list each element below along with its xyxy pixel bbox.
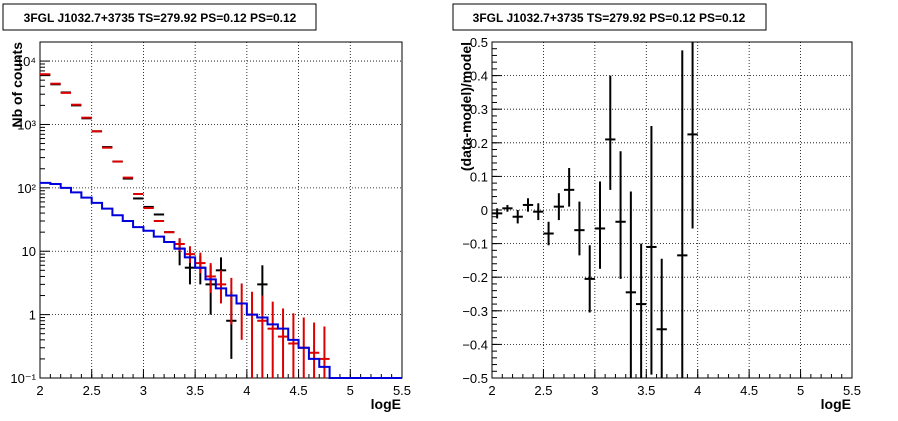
data-point: [605, 75, 616, 190]
data-point: [615, 151, 626, 279]
x-tick-label: 2: [488, 383, 495, 398]
y-tick-label: 10⁴: [16, 54, 36, 69]
model-point: [246, 291, 258, 378]
x-tick-label: 4.5: [740, 383, 758, 398]
x-tick-label: 5.5: [843, 383, 861, 398]
x-tick-label: 2.5: [534, 383, 552, 398]
data-point: [656, 258, 667, 378]
left-y-ticks: 10⁻¹ 1 10 10² 10³ 10⁴: [10, 41, 50, 386]
right-title: 3FGL J1032.7+3735 TS=279.92 PS=0.12 PS=0…: [473, 11, 746, 25]
y-tick-label: −0.3: [462, 304, 488, 319]
y-tick-label: −0.2: [462, 270, 488, 285]
data-point: [636, 243, 647, 378]
left-grid: [40, 42, 402, 378]
left-title: 3FGL J1032.7+3735 TS=279.92 PS=0.12 PS=0…: [24, 11, 297, 25]
x-tick-label: 5: [797, 383, 804, 398]
model-point: [288, 313, 299, 378]
model-point: [184, 246, 196, 264]
model-point: [257, 295, 268, 378]
data-point: [553, 193, 564, 221]
y-tick-label: 10²: [17, 181, 36, 196]
model-point: [226, 277, 237, 325]
data-point: [564, 168, 575, 207]
left-series: [40, 73, 402, 379]
y-tick-label: 0.5: [470, 35, 488, 50]
data-point: [677, 50, 688, 378]
x-tick-label: 5: [347, 383, 354, 398]
x-tick-label: 3: [591, 383, 598, 398]
left-y-axis-label: Nb of counts: [9, 42, 25, 128]
data-point: [574, 201, 585, 256]
data-point: [625, 191, 636, 378]
right-grid: [492, 42, 852, 378]
y-tick-label: −0.4: [462, 337, 488, 352]
model-point: [277, 308, 289, 378]
data-point: [646, 126, 657, 375]
right-title-box: [452, 3, 767, 31]
y-tick-label: 0.1: [470, 169, 488, 184]
data-point: [502, 204, 513, 212]
left-title-box: [2, 3, 317, 31]
data-point: [533, 203, 544, 221]
y-tick-label: −0.5: [462, 371, 488, 386]
right-x-axis-label: logE: [821, 396, 851, 412]
data-point: [522, 198, 534, 212]
y-tick-label: 1: [29, 308, 36, 323]
x-tick-label: 2.5: [83, 383, 101, 398]
model-step-line: [40, 181, 402, 379]
data-point: [512, 210, 523, 224]
data-point: [492, 208, 503, 219]
model-point: [236, 283, 247, 340]
x-tick-label: 4.5: [290, 383, 308, 398]
data-point: [584, 245, 595, 313]
model-point: [205, 263, 216, 293]
data-point: [687, 42, 698, 229]
model-point: [308, 322, 320, 378]
y-tick-label: 0: [481, 203, 488, 218]
y-tick-label: 0.4: [470, 69, 488, 84]
x-tick-label: 3.5: [186, 383, 204, 398]
y-tick-label: 10³: [17, 117, 36, 132]
left-x-ticks: 2 2.5 3 3.5 4 4.5 5 5.5: [36, 369, 411, 398]
y-tick-label: −0.1: [462, 237, 488, 252]
left-x-axis-label: logE: [371, 396, 401, 412]
right-y-ticks: −0.5 −0.4 −0.3 −0.2 −0.1 0 0.1 0.2 0.3 0.4 0.5: [462, 35, 502, 386]
y-tick-label: 0.2: [470, 136, 488, 151]
y-tick-label: 10: [22, 244, 36, 259]
data-point: [594, 181, 606, 269]
x-tick-label: 2: [36, 383, 43, 398]
x-tick-label: 4: [694, 383, 701, 398]
right-x-ticks: 2 2.5 3 3.5 4 4.5 5 5.5: [488, 369, 861, 398]
left-panel: 2 2.5 3 3.5 4 4.5 5 5.5 10⁻¹ 1 10 10² 10³ 10⁴ 3FGL J…: [2, 3, 411, 412]
left-plot-frame: [39, 41, 403, 379]
x-tick-label: 3: [140, 383, 147, 398]
x-tick-label: 4: [243, 383, 250, 398]
model-point: [267, 301, 278, 378]
y-tick-label: 10⁻¹: [10, 371, 36, 386]
y-tick-label: 0.3: [470, 102, 488, 117]
x-tick-label: 5.5: [393, 383, 411, 398]
x-tick-label: 3.5: [637, 383, 655, 398]
model-point: [195, 252, 206, 274]
data-point: [543, 221, 554, 246]
model-point: [215, 270, 227, 304]
model-point: [319, 326, 330, 378]
right-y-axis-label: (data-model)/model: [458, 42, 474, 171]
right-series: [492, 42, 698, 378]
right-panel: 2 2.5 3 3.5 4 4.5 5 5.5 −0.5 −0.4 −0.3 −0.2 −0.1 0 0.…: [452, 3, 861, 412]
